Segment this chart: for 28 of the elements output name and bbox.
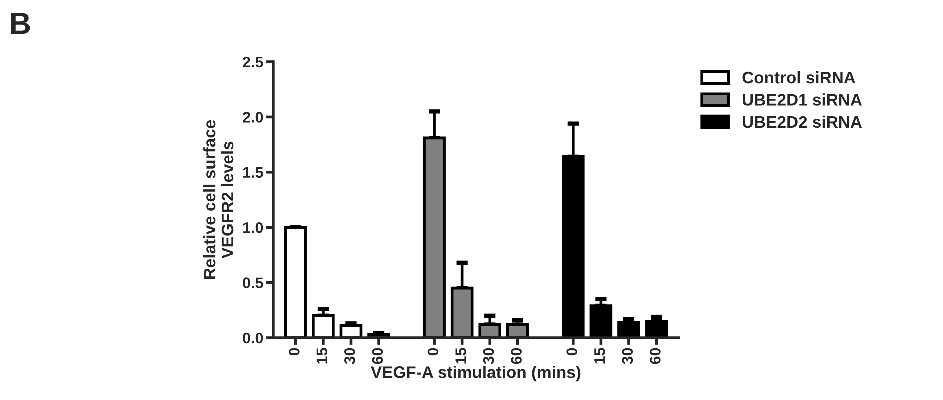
bar	[312, 314, 335, 338]
bar	[590, 304, 613, 338]
y-tick-label: 0.0	[243, 332, 264, 344]
x-axis-title: VEGF-A stimulation (mins)	[371, 366, 581, 382]
x-tick-label: 0	[428, 348, 439, 356]
x-tick-label: 30	[344, 348, 356, 364]
x-tick-label: 60	[511, 348, 522, 364]
x-tick-label: 30	[622, 348, 634, 364]
bar	[284, 226, 308, 338]
x-tick-label: 15	[456, 348, 466, 364]
legend-label: UBE2D2 siRNA	[743, 116, 862, 128]
x-tick-label: 0	[566, 348, 578, 356]
y-tick-label: 0.5	[243, 278, 264, 288]
y-tick-label: 1.5	[243, 167, 264, 178]
x-tick-label: 0	[288, 348, 300, 356]
y-axis-title: Relative cell surface VEGFR2 levels	[203, 120, 234, 280]
y-tick-label: 2.5	[243, 56, 264, 68]
x-tick-label: 60	[372, 348, 384, 364]
y-tick-label: 2.0	[243, 112, 264, 123]
x-tick-label: 15	[594, 348, 606, 364]
text: B	[11, 13, 30, 34]
legend-label: UBE2D1 siRNA	[743, 94, 862, 106]
x-tick-label: 30	[483, 348, 494, 364]
bar	[340, 324, 363, 338]
legend-label: Control siRNA	[742, 71, 856, 84]
y-tick-label: 1.0	[243, 222, 264, 234]
x-tick-label: 15	[316, 348, 328, 364]
x-tick-label: 60	[650, 348, 661, 364]
